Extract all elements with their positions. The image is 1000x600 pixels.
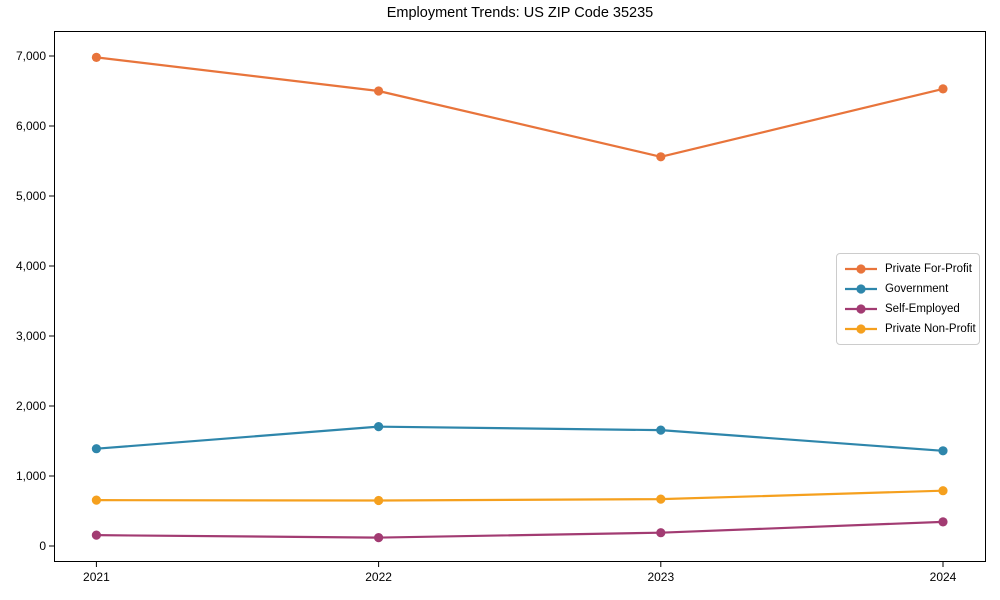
series-line-self-employed	[96, 520, 944, 539]
y-tick-label: 3,000	[16, 329, 46, 343]
series-line-private-for-profit	[96, 56, 944, 158]
legend-item-private-for-profit[interactable]: Private For-Profit	[844, 259, 972, 279]
series-marker-private-non-profit	[374, 495, 384, 506]
series-marker-government	[938, 446, 948, 456]
series-marker-private-for-profit	[91, 52, 101, 63]
series-marker-government	[656, 425, 666, 435]
legend-label: Government	[885, 283, 949, 295]
series-marker-government	[374, 422, 384, 432]
y-tick-label: 6,000	[16, 119, 46, 133]
x-tick-label: 2022	[365, 570, 392, 584]
legend-marker-icon-private-non-profit	[845, 324, 877, 334]
series-marker-private-for-profit	[938, 84, 948, 94]
series-line-private-non-profit	[96, 489, 944, 502]
legend-marker-icon-private-for-profit	[845, 264, 877, 274]
y-tick-label: 7,000	[16, 49, 46, 63]
x-tick-label: 2021	[83, 570, 110, 584]
axes-spines	[54, 31, 986, 562]
x-tick-label: 2023	[647, 570, 674, 584]
legend-label: Self-Employed	[885, 303, 960, 315]
series-marker-government	[91, 444, 101, 454]
series-marker-private-non-profit	[91, 495, 101, 505]
series-marker-private-non-profit	[656, 494, 666, 504]
y-tick-label: 5,000	[16, 189, 46, 203]
series-marker-self-employed	[91, 530, 101, 540]
y-tick-label: 0	[39, 539, 46, 553]
series-marker-self-employed	[374, 533, 384, 543]
legend-marker-icon-government	[845, 284, 877, 294]
series-line-government	[96, 425, 944, 452]
series-marker-private-non-profit	[938, 486, 948, 496]
y-tick-label: 1,000	[16, 469, 46, 483]
y-tick-label: 4,000	[16, 259, 46, 273]
legend-label: Private Non-Profit	[885, 323, 976, 335]
chart-title: Employment Trends: US ZIP Code 35235	[386, 5, 654, 21]
series-marker-private-for-profit	[374, 86, 384, 96]
series-marker-self-employed	[938, 517, 948, 527]
legend-item-government[interactable]: Government	[844, 279, 971, 299]
y-tick-label: 2,000	[16, 399, 46, 413]
legend: Private For-Profit Government Self-Employe…	[836, 253, 980, 345]
legend-label: Private For-Profit	[885, 263, 972, 275]
legend-item-self-employed[interactable]: Self-Employed	[844, 299, 971, 319]
x-tick-label: 2024	[930, 570, 957, 584]
series-marker-private-for-profit	[656, 152, 666, 162]
legend-item-private-non-profit[interactable]: Private Non-Profit	[844, 319, 976, 339]
legend-marker-icon-self-employed	[845, 304, 877, 314]
series-marker-self-employed	[656, 528, 666, 538]
